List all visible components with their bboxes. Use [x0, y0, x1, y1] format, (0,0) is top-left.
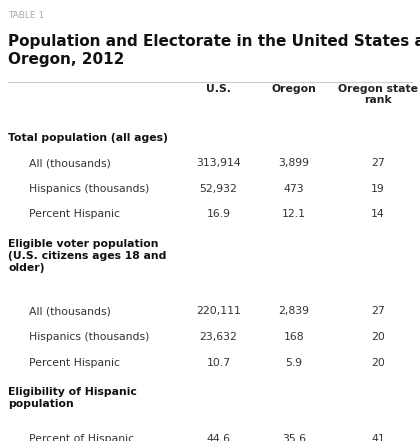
Text: 220,111: 220,111 — [196, 306, 241, 317]
Text: 12.1: 12.1 — [282, 209, 306, 220]
Text: Percent Hispanic: Percent Hispanic — [29, 358, 121, 368]
Text: 14: 14 — [371, 209, 385, 220]
Text: 3,899: 3,899 — [278, 158, 310, 168]
Text: Total population (all ages): Total population (all ages) — [8, 133, 168, 143]
Text: Oregon: Oregon — [272, 84, 316, 94]
Text: 473: 473 — [284, 184, 304, 194]
Text: 27: 27 — [371, 158, 385, 168]
Text: 23,632: 23,632 — [200, 332, 237, 342]
Text: 20: 20 — [371, 358, 385, 368]
Text: 19: 19 — [371, 184, 385, 194]
Text: 41: 41 — [371, 434, 385, 441]
Text: Oregon state
rank: Oregon state rank — [338, 84, 418, 105]
Text: 168: 168 — [284, 332, 304, 342]
Text: All (thousands): All (thousands) — [29, 306, 111, 317]
Text: Percent Hispanic: Percent Hispanic — [29, 209, 121, 220]
Text: Population and Electorate in the United States and
Oregon, 2012: Population and Electorate in the United … — [8, 34, 420, 67]
Text: All (thousands): All (thousands) — [29, 158, 111, 168]
Text: Percent of Hispanic
population eligible to
vote: Percent of Hispanic population eligible … — [29, 434, 145, 441]
Text: 16.9: 16.9 — [206, 209, 231, 220]
Text: Eligible voter population
(U.S. citizens ages 18 and
older): Eligible voter population (U.S. citizens… — [8, 239, 167, 273]
Text: Hispanics (thousands): Hispanics (thousands) — [29, 332, 150, 342]
Text: 44.6: 44.6 — [206, 434, 231, 441]
Text: 313,914: 313,914 — [196, 158, 241, 168]
Text: Eligibility of Hispanic
population: Eligibility of Hispanic population — [8, 387, 137, 409]
Text: Hispanics (thousands): Hispanics (thousands) — [29, 184, 150, 194]
Text: 35.6: 35.6 — [282, 434, 306, 441]
Text: 5.9: 5.9 — [286, 358, 302, 368]
Text: 20: 20 — [371, 332, 385, 342]
Text: 10.7: 10.7 — [206, 358, 231, 368]
Text: U.S.: U.S. — [206, 84, 231, 94]
Text: TABLE 1: TABLE 1 — [8, 11, 45, 20]
Text: 2,839: 2,839 — [278, 306, 310, 317]
Text: 52,932: 52,932 — [200, 184, 237, 194]
Text: 27: 27 — [371, 306, 385, 317]
